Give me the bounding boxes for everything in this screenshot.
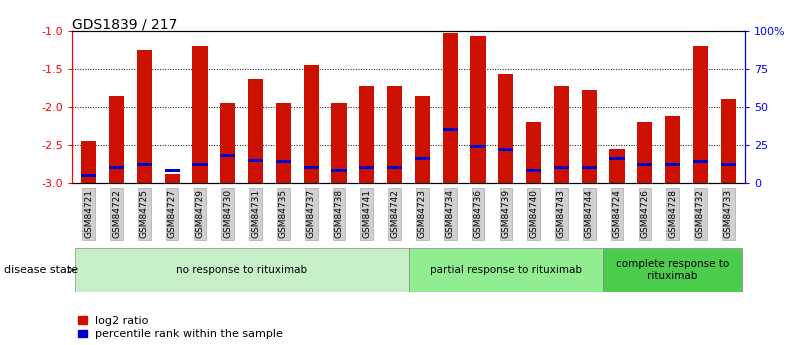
Bar [248,79,264,183]
Text: no response to rituximab: no response to rituximab [176,265,308,275]
Text: partial response to rituximab: partial response to rituximab [430,265,582,275]
Bar [192,163,207,166]
Bar [332,103,347,183]
Bar [409,248,603,292]
Text: GSM84730: GSM84730 [223,189,232,238]
Text: GSM84735: GSM84735 [279,189,288,238]
Text: GSM84734: GSM84734 [445,189,455,238]
Text: GSM84726: GSM84726 [640,189,650,238]
Bar [553,86,569,183]
Text: GSM84733: GSM84733 [724,189,733,238]
Bar [109,166,124,169]
Text: GSM84740: GSM84740 [529,189,538,238]
Text: GDS1839 / 217: GDS1839 / 217 [72,17,178,31]
Bar [498,148,513,151]
Bar [526,169,541,172]
Bar [582,166,597,169]
Bar [693,160,708,163]
Bar [610,149,625,183]
Bar [443,128,458,131]
Bar [220,103,235,183]
Bar [137,50,152,183]
Bar [81,141,96,183]
Bar [332,169,347,172]
Bar [610,157,625,160]
Text: GSM84738: GSM84738 [335,189,344,238]
Bar [443,32,458,183]
Bar [164,174,180,183]
Text: complete response to
rituximab: complete response to rituximab [616,259,729,281]
Text: GSM84743: GSM84743 [557,189,566,238]
Bar [470,145,485,148]
Text: GSM84731: GSM84731 [251,189,260,238]
Text: GSM84741: GSM84741 [362,189,372,238]
Bar [74,248,409,292]
Text: GSM84739: GSM84739 [501,189,510,238]
Bar [164,169,180,172]
Text: GSM84736: GSM84736 [473,189,482,238]
Bar [603,248,743,292]
Bar [415,157,430,160]
Text: GSM84742: GSM84742 [390,189,399,238]
Bar [81,174,96,177]
Bar [637,122,653,183]
Text: GSM84721: GSM84721 [84,189,93,238]
Legend: log2 ratio, percentile rank within the sample: log2 ratio, percentile rank within the s… [78,316,284,339]
Text: GSM84723: GSM84723 [418,189,427,238]
Bar [137,163,152,166]
Bar [582,90,597,183]
Bar [415,96,430,183]
Bar [109,96,124,183]
Text: GSM84737: GSM84737 [307,189,316,238]
Bar [304,65,319,183]
Bar [220,154,235,157]
Bar [526,122,541,183]
Bar [192,46,207,183]
Text: GSM84729: GSM84729 [195,189,204,238]
Bar [498,74,513,183]
Text: GSM84728: GSM84728 [668,189,677,238]
Bar [387,86,402,183]
Bar [721,163,736,166]
Bar [359,166,374,169]
Bar [276,103,291,183]
Text: disease state: disease state [4,265,78,275]
Text: GSM84722: GSM84722 [112,189,121,238]
Bar [553,166,569,169]
Bar [665,116,680,183]
Bar [304,166,319,169]
Text: GSM84724: GSM84724 [613,189,622,238]
Bar [276,160,291,163]
Bar [359,86,374,183]
Text: GSM84732: GSM84732 [696,189,705,238]
Bar [693,46,708,183]
Bar [637,163,653,166]
Bar [470,36,485,183]
Text: GSM84744: GSM84744 [585,189,594,238]
Bar [721,99,736,183]
Bar [248,159,264,161]
Bar [387,166,402,169]
Bar [665,163,680,166]
Text: GSM84725: GSM84725 [140,189,149,238]
Text: GSM84727: GSM84727 [167,189,177,238]
